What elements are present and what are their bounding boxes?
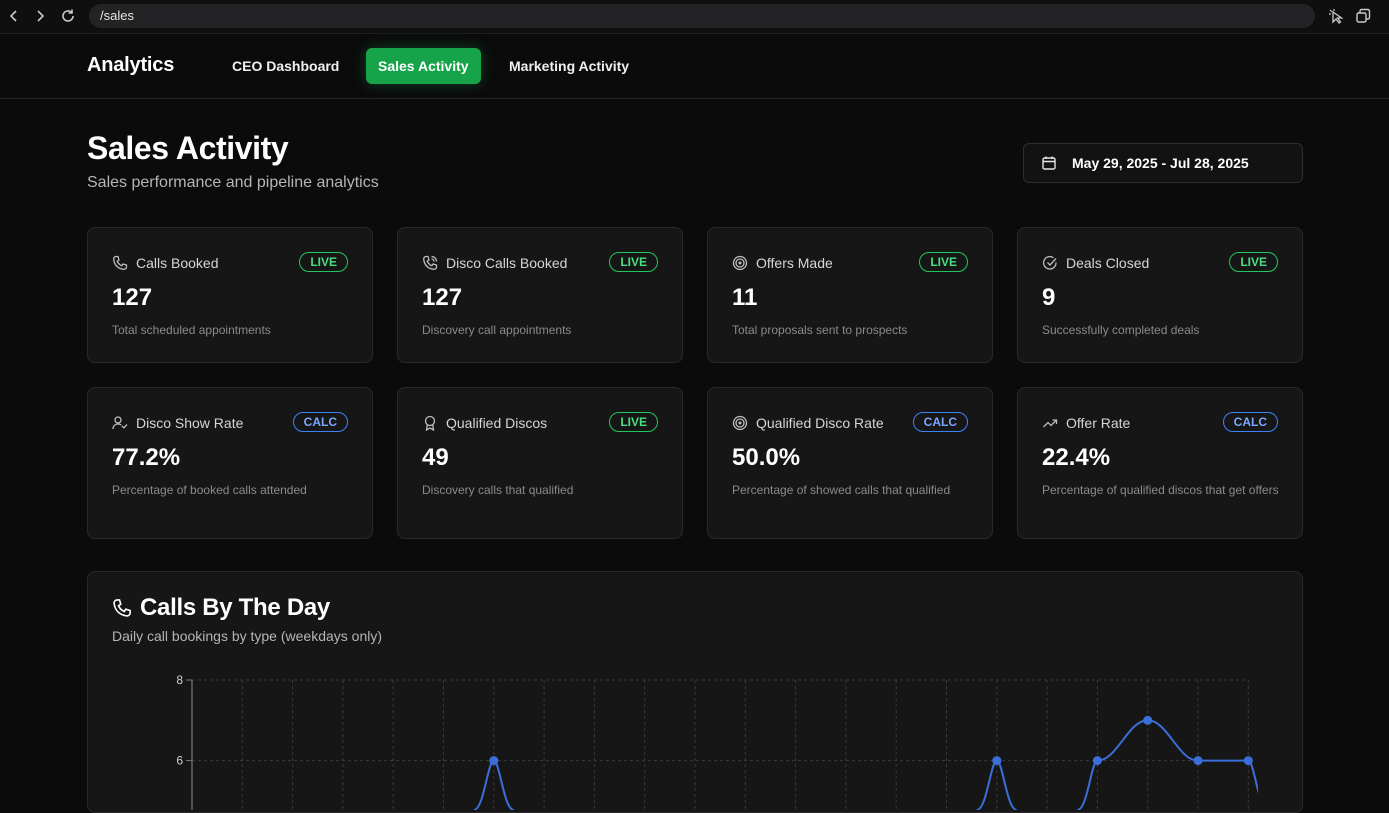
card-title: Qualified Discos [446,415,548,431]
live-badge: LIVE [1229,252,1278,272]
reload-icon[interactable] [60,8,76,24]
panel-subtitle: Daily call bookings by type (weekdays on… [112,628,383,644]
card-title: Offers Made [756,255,833,271]
forward-icon[interactable] [32,8,48,24]
card-description: Percentage of qualified discos that get … [1042,483,1279,497]
card-title: Deals Closed [1066,255,1150,271]
card-title: Disco Calls Booked [446,255,568,271]
card-disco-calls-booked: Disco Calls Booked LIVE 127 Discovery ca… [397,227,683,363]
card-description: Percentage of booked calls attended [112,483,307,497]
y-tick-label: 8 [176,673,183,687]
card-title: Offer Rate [1066,415,1131,431]
phone-icon [112,255,128,271]
url-text: /sales [100,8,134,23]
data-point [1243,756,1253,766]
page-subtitle: Sales performance and pipeline analytics [87,174,379,191]
data-point [489,756,499,766]
app-header: Analytics CEO Dashboard Sales Activity M… [0,34,1389,99]
card-qualified-discos: Qualified Discos LIVE 49 Discovery calls… [397,387,683,539]
address-bar[interactable]: /sales [89,4,1315,28]
tab-marketing-activity[interactable]: Marketing Activity [509,58,630,74]
data-point [1193,756,1203,766]
check-circle-icon [1042,255,1058,271]
card-offer-rate: Offer Rate CALC 22.4% Percentage of qual… [1017,387,1303,539]
live-badge: LIVE [609,252,658,272]
card-title: Calls Booked [136,255,219,271]
calc-badge: CALC [292,412,348,432]
card-value: 77.2% [112,444,181,471]
back-icon[interactable] [6,8,22,24]
calc-badge: CALC [1222,412,1278,432]
card-description: Discovery call appointments [422,323,572,337]
calc-badge: CALC [912,412,968,432]
calls-by-day-panel: Calls By The Day Daily call bookings by … [87,571,1303,813]
target-icon [732,255,748,271]
card-value: 50.0% [732,444,801,471]
data-point [1143,715,1153,725]
award-icon [422,415,438,432]
card-value: 49 [422,444,449,471]
target-icon [732,415,748,431]
copy-window-icon[interactable] [1355,8,1371,24]
trending-up-icon [1042,415,1058,431]
calendar-icon [1041,155,1057,171]
panel-title: Calls By The Day [140,594,330,621]
card-description: Total proposals sent to prospects [732,323,908,337]
tab-sales-activity[interactable]: Sales Activity [366,48,481,84]
card-description: Successfully completed deals [1042,323,1200,337]
card-description: Total scheduled appointments [112,323,271,337]
page-title: Sales Activity [87,130,289,166]
card-description: Discovery calls that qualified [422,483,574,497]
cursor-select-icon[interactable] [1328,8,1344,24]
live-badge: LIVE [609,412,658,432]
card-value: 127 [422,284,463,311]
card-deals-closed: Deals Closed LIVE 9 Successfully complet… [1017,227,1303,363]
card-value: 9 [1042,284,1056,311]
date-range-text: May 29, 2025 - Jul 28, 2025 [1072,155,1249,171]
card-value: 11 [732,284,758,311]
user-check-icon [112,415,128,431]
card-value: 127 [112,284,153,311]
card-disco-show-rate: Disco Show Rate CALC 77.2% Percentage of… [87,387,373,539]
card-title: Qualified Disco Rate [756,415,884,431]
y-tick-label: 6 [176,754,183,768]
series-line [473,719,1258,810]
card-calls-booked: Calls Booked LIVE 127 Total scheduled ap… [87,227,373,363]
data-point [1092,756,1102,766]
card-description: Percentage of showed calls that qualifie… [732,483,951,497]
data-point [992,756,1002,766]
overflow-icon[interactable] [1381,8,1389,24]
brand-title: Analytics [87,54,175,76]
tab-ceo-dashboard[interactable]: CEO Dashboard [232,58,340,74]
card-value: 22.4% [1042,444,1111,471]
calls-line-chart: 86 [176,673,1258,810]
live-badge: LIVE [919,252,968,272]
card-title: Disco Show Rate [136,415,244,431]
card-offers-made: Offers Made LIVE 11 Total proposals sent… [707,227,993,363]
phone-forward-icon [422,255,438,271]
date-range-picker[interactable]: May 29, 2025 - Jul 28, 2025 [1023,143,1303,183]
card-qualified-disco-rate: Qualified Disco Rate CALC 50.0% Percenta… [707,387,993,539]
phone-icon [112,598,132,618]
browser-toolbar: /sales [0,0,1389,34]
live-badge: LIVE [299,252,348,272]
